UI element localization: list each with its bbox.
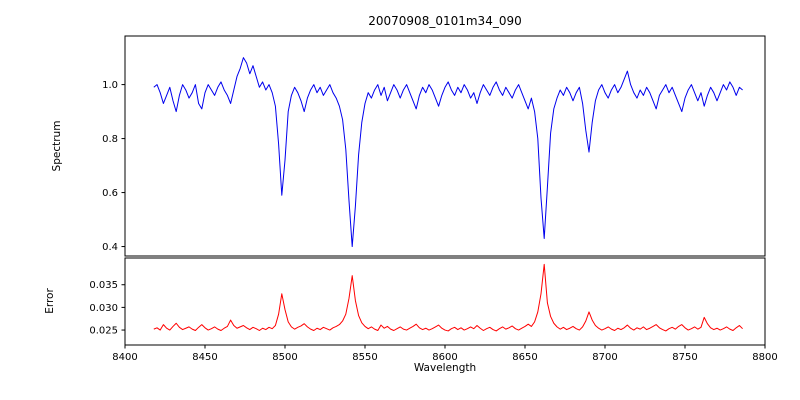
x-tick-label: 8450 [192,352,217,363]
spectrum-line [153,57,743,248]
panel-frame-0 [124,35,766,257]
axis-ticks: 0.4 0.6 0.8 1.0 0.025 0.030 0.035 8400 8450 8500 8… [89,80,777,363]
y-tick-label: 0.030 [89,303,118,314]
error-line [153,263,743,332]
x-tick-label: 8700 [592,352,617,363]
x-tick-label: 8400 [112,352,137,363]
x-tick-label: 8550 [352,352,377,363]
panel-frame-1 [124,257,766,346]
y-tick-label: 0.035 [89,280,118,291]
x-tick-label: 8800 [752,352,777,363]
y-tick-label: 1.0 [102,80,118,91]
wavelength-axis-label: Wavelength [413,362,477,374]
chart-title: 20070908_0101m34_090 [368,14,522,28]
x-tick-label: 8750 [672,352,697,363]
y-tick-label: 0.8 [102,134,118,145]
x-tick-label: 8650 [512,352,537,363]
y-tick-label: 0.4 [102,242,118,253]
y-tick-label: 0.025 [89,326,118,337]
x-tick-label: 8500 [272,352,297,363]
x-tick-label: 8600 [432,352,457,363]
y-tick-label: 0.6 [102,188,118,199]
